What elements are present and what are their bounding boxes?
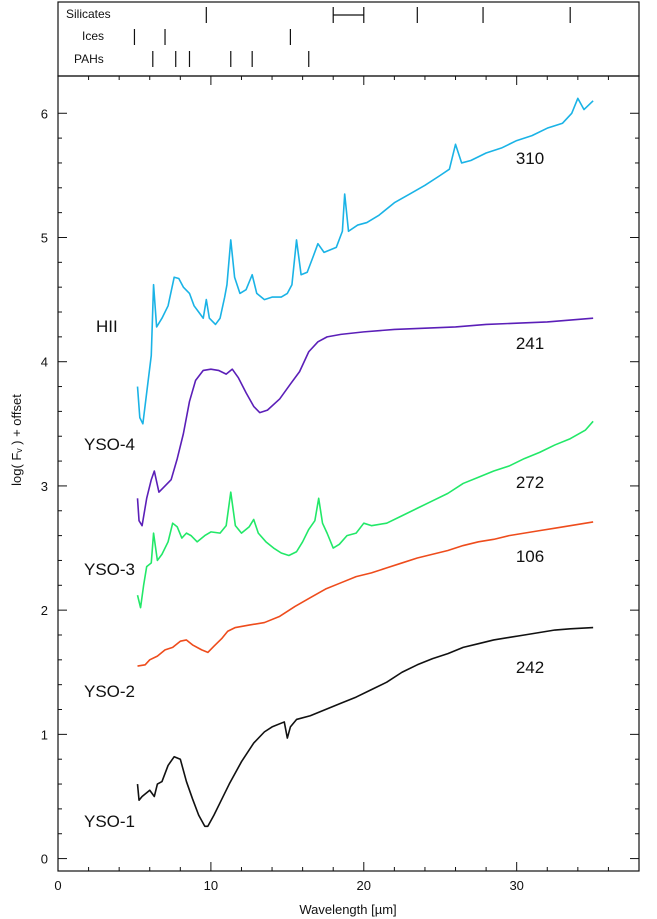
y-tick-label: 4 [41, 355, 48, 370]
series-id-label: 272 [516, 473, 544, 492]
series-line-hii [136, 97, 594, 425]
y-tick-label: 3 [41, 479, 48, 494]
ices-label: Ices [82, 29, 104, 43]
series-name-label: YSO-2 [84, 682, 135, 701]
pahs-label: PAHs [74, 52, 104, 66]
series-id-label: 241 [516, 334, 544, 353]
y-tick-label: 0 [41, 852, 48, 867]
y-tick-label: 2 [41, 603, 48, 618]
series-id-label: 310 [516, 149, 544, 168]
silicates-label: Silicates [66, 7, 111, 21]
series-layer [136, 97, 594, 828]
series-name-label: YSO-3 [84, 560, 135, 579]
y-tick-label: 1 [41, 727, 48, 742]
series-name-label: YSO-4 [84, 435, 135, 454]
series-id-label: 106 [516, 547, 544, 566]
y-tick-label: 6 [41, 106, 48, 121]
y-axis-label: log( Fᵥ ) + offset [9, 394, 24, 486]
plot-frame [57, 75, 640, 872]
series-id-label: 242 [516, 658, 544, 677]
series-name-label: HII [96, 317, 118, 336]
feature-panel-frame [57, 1, 640, 77]
x-tick-label: 30 [509, 878, 523, 893]
x-axis-label: Wavelength [µm] [299, 902, 396, 917]
axis-ticks: 0 10 20 30 0 1 2 3 4 5 6 [41, 76, 640, 893]
x-tick-label: 20 [357, 878, 371, 893]
series-line-yso-2 [137, 521, 594, 667]
series-labels: YSO-1 242 YSO-2 106 YSO-3 272 YSO-4 241 HII 310 [84, 149, 544, 831]
x-tick-label: 10 [204, 878, 218, 893]
feature-panel: Silicates Ices PAHs [66, 7, 571, 67]
series-name-label: YSO-1 [84, 812, 135, 831]
series-line-yso-1 [136, 626, 594, 828]
y-tick-label: 5 [41, 230, 48, 245]
x-tick-label: 0 [54, 878, 61, 893]
series-line-yso-4 [136, 317, 594, 527]
series-line-yso-3 [136, 420, 594, 609]
